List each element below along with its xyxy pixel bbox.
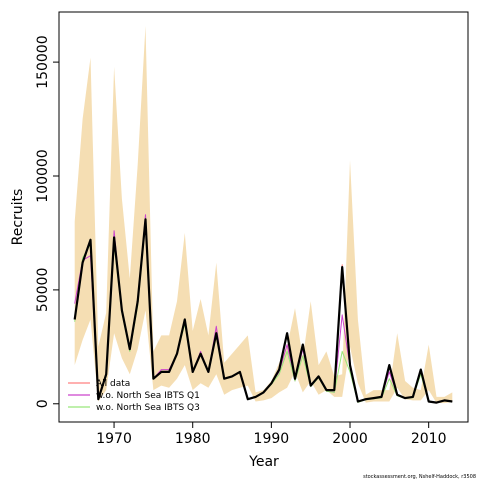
- legend-label-3: w.o. North Sea IBTS Q3: [96, 403, 200, 413]
- x-tick-label-1980: 1980: [175, 431, 211, 447]
- x-axis: 1970 1980 1990 2000 2010: [96, 422, 446, 447]
- legend-label-2: w.o. North Sea IBTS Q1: [96, 391, 200, 401]
- plot-frame: [58, 11, 469, 423]
- y-axis-title: Recruits: [10, 189, 26, 246]
- x-tick-label-2000: 2000: [332, 431, 368, 447]
- x-axis-title: Year: [248, 454, 279, 470]
- y-tick-label-150000: 150000: [35, 35, 51, 88]
- y-axis: 0 50000 100000 150000: [35, 35, 59, 408]
- series-layer: [73, 214, 453, 404]
- x-tick-label-1970: 1970: [96, 431, 132, 447]
- y-tick-label-50000: 50000: [35, 268, 51, 313]
- series-line-estimate: [73, 218, 453, 404]
- legend: All data w.o. North Sea IBTS Q1 w.o. North…: [68, 379, 200, 413]
- source-credit: stockassessment.org, Nshelf-Haddock, r35…: [363, 474, 476, 480]
- x-tick-label-2010: 2010: [411, 431, 447, 447]
- x-tick-label-1990: 1990: [254, 431, 290, 447]
- legend-label-1: All data: [96, 379, 130, 389]
- y-tick-label-100000: 100000: [35, 149, 51, 202]
- y-tick-label-0: 0: [35, 399, 51, 408]
